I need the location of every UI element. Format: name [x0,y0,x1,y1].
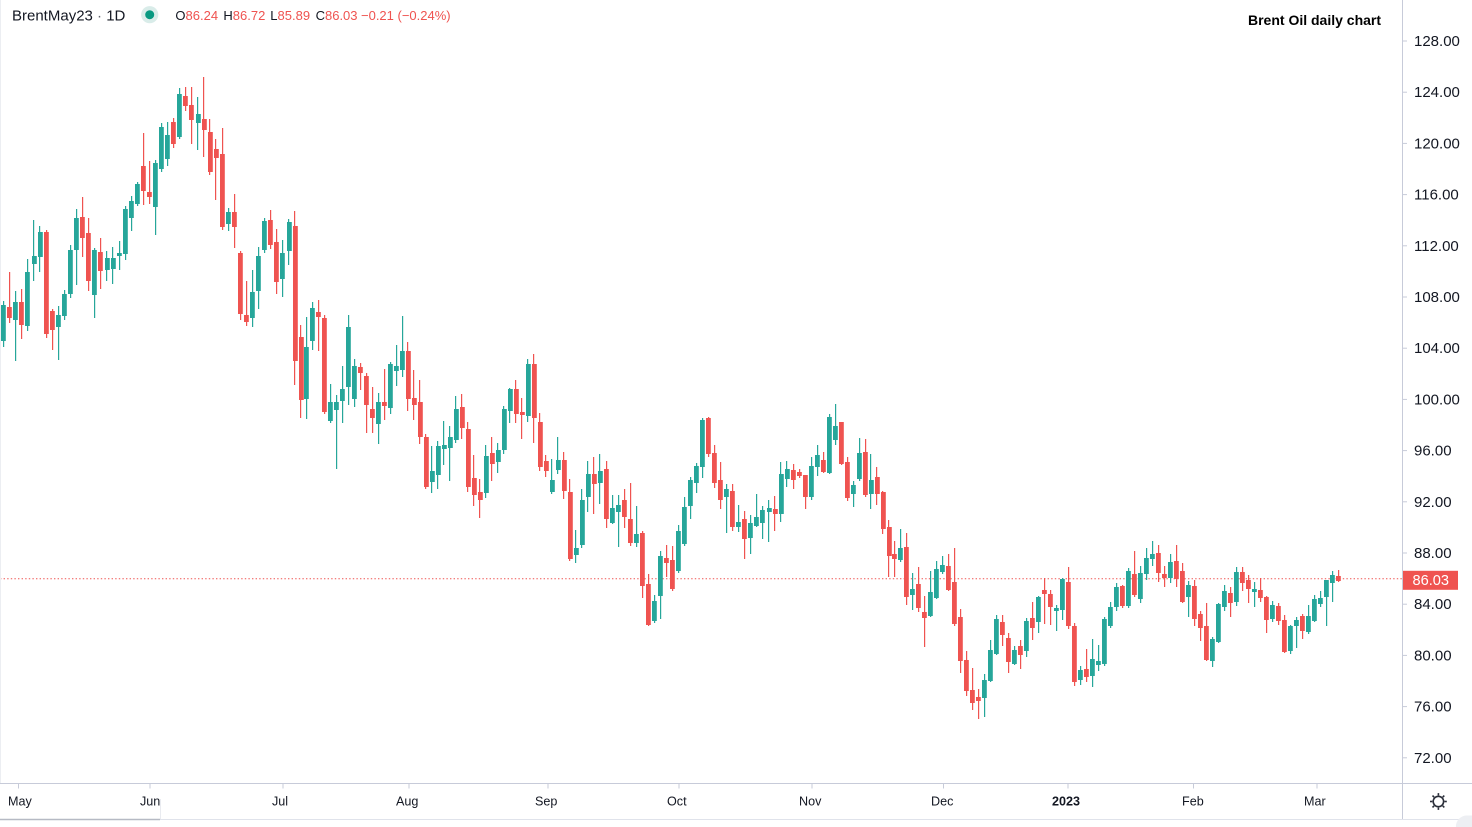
svg-text:Aug: Aug [396,795,418,809]
svg-text:Oct: Oct [667,795,687,809]
svg-text:BrentMay23 · 1D: BrentMay23 · 1D [12,7,126,24]
svg-text:72.00: 72.00 [1414,750,1452,767]
svg-text:−0.21 (−0.24%): −0.21 (−0.24%) [361,8,451,23]
svg-text:May: May [8,795,32,809]
svg-text:Feb: Feb [1182,795,1204,809]
svg-text:128.00: 128.00 [1414,33,1460,50]
svg-text:H86.72: H86.72 [223,8,265,23]
svg-text:Jun: Jun [140,795,160,809]
svg-text:O86.24: O86.24 [175,8,218,23]
svg-text:96.00: 96.00 [1414,443,1452,460]
svg-text:88.00: 88.00 [1414,545,1452,562]
svg-text:Sep: Sep [535,795,557,809]
svg-text:108.00: 108.00 [1414,289,1460,306]
svg-text:80.00: 80.00 [1414,647,1452,664]
svg-text:120.00: 120.00 [1414,135,1460,152]
svg-text:124.00: 124.00 [1414,84,1460,101]
svg-text:Mar: Mar [1304,795,1326,809]
svg-text:86.03: 86.03 [1413,573,1450,589]
svg-text:C86.03: C86.03 [316,8,358,23]
svg-text:84.00: 84.00 [1414,596,1452,613]
svg-text:100.00: 100.00 [1414,391,1460,408]
svg-text:104.00: 104.00 [1414,340,1460,357]
svg-text:116.00: 116.00 [1414,187,1459,204]
svg-text:Jul: Jul [272,795,288,809]
svg-text:76.00: 76.00 [1414,699,1452,716]
svg-text:2023: 2023 [1052,795,1080,809]
svg-text:112.00: 112.00 [1414,238,1459,255]
svg-text:Dec: Dec [931,795,953,809]
svg-text:92.00: 92.00 [1414,494,1452,511]
svg-text:Brent Oil daily chart: Brent Oil daily chart [1248,12,1381,28]
svg-text:Nov: Nov [799,795,822,809]
svg-text:L85.89: L85.89 [270,8,310,23]
